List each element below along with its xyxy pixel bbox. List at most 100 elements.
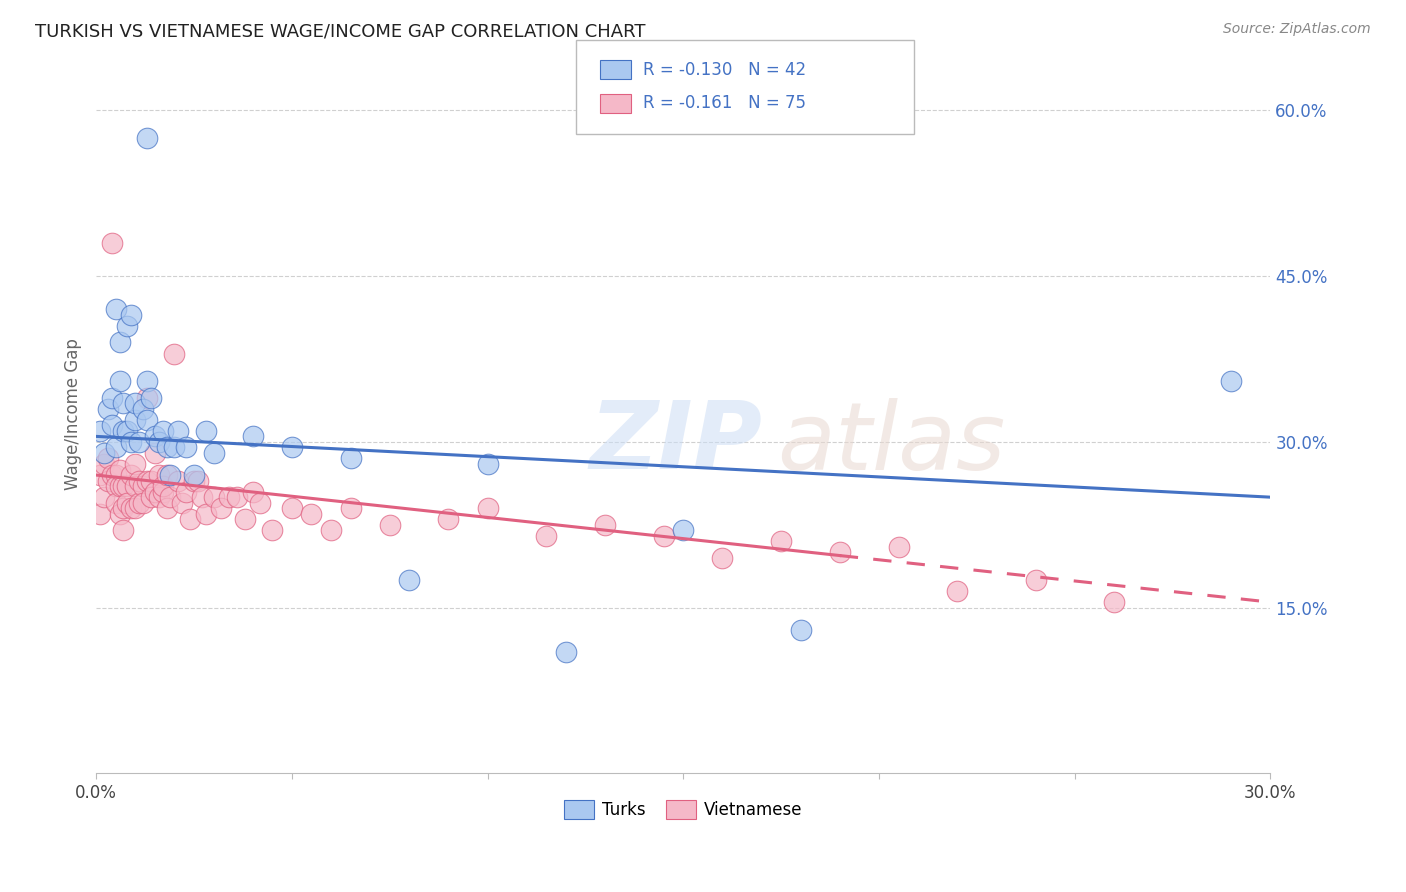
Point — [554, 645, 576, 659]
Point — [139, 474, 162, 488]
Point — [226, 490, 249, 504]
Point — [194, 424, 217, 438]
Point — [477, 501, 499, 516]
Legend: Turks, Vietnamese: Turks, Vietnamese — [557, 794, 810, 826]
Point — [132, 479, 155, 493]
Point — [887, 540, 910, 554]
Point — [104, 441, 127, 455]
Point — [339, 501, 361, 516]
Point — [93, 446, 115, 460]
Point — [1220, 374, 1243, 388]
Point — [183, 474, 205, 488]
Text: R = -0.161   N = 75: R = -0.161 N = 75 — [643, 95, 806, 112]
Point — [155, 441, 177, 455]
Point — [128, 434, 150, 449]
Point — [124, 413, 146, 427]
Point — [108, 462, 131, 476]
Point — [281, 441, 304, 455]
Point — [183, 468, 205, 483]
Point — [132, 401, 155, 416]
Point — [136, 374, 159, 388]
Point — [437, 512, 460, 526]
Point — [159, 468, 181, 483]
Point — [136, 474, 159, 488]
Point — [136, 413, 159, 427]
Point — [139, 490, 162, 504]
Point — [93, 490, 115, 504]
Point — [124, 457, 146, 471]
Point — [97, 474, 120, 488]
Point — [163, 441, 186, 455]
Point — [100, 468, 122, 483]
Text: Source: ZipAtlas.com: Source: ZipAtlas.com — [1223, 22, 1371, 37]
Point — [828, 545, 851, 559]
Point — [770, 534, 793, 549]
Point — [202, 490, 225, 504]
Point — [233, 512, 256, 526]
Point — [139, 391, 162, 405]
Point — [672, 524, 695, 538]
Point — [117, 424, 139, 438]
Point — [187, 474, 209, 488]
Point — [104, 468, 127, 483]
Point — [281, 501, 304, 516]
Point — [148, 490, 170, 504]
Point — [112, 524, 135, 538]
Point — [100, 391, 122, 405]
Point — [242, 484, 264, 499]
Point — [120, 308, 142, 322]
Point — [152, 479, 174, 493]
Point — [194, 507, 217, 521]
Point — [167, 424, 190, 438]
Point — [112, 396, 135, 410]
Point — [167, 474, 190, 488]
Point — [319, 524, 342, 538]
Y-axis label: Wage/Income Gap: Wage/Income Gap — [65, 338, 82, 491]
Point — [378, 517, 401, 532]
Point — [152, 484, 174, 499]
Point — [946, 584, 969, 599]
Point — [132, 496, 155, 510]
Point — [112, 479, 135, 493]
Point — [711, 550, 734, 565]
Point — [97, 451, 120, 466]
Point — [112, 501, 135, 516]
Point — [159, 490, 181, 504]
Point — [117, 318, 139, 333]
Point — [104, 302, 127, 317]
Point — [179, 512, 201, 526]
Point — [120, 434, 142, 449]
Point — [108, 335, 131, 350]
Point — [536, 529, 558, 543]
Text: R = -0.130   N = 42: R = -0.130 N = 42 — [643, 61, 806, 78]
Point — [242, 429, 264, 443]
Point — [249, 496, 271, 510]
Point — [152, 424, 174, 438]
Point — [1102, 595, 1125, 609]
Point — [148, 468, 170, 483]
Point — [120, 501, 142, 516]
Point — [1024, 573, 1046, 587]
Point — [218, 490, 240, 504]
Point — [163, 346, 186, 360]
Point — [209, 501, 232, 516]
Point — [128, 496, 150, 510]
Point — [155, 501, 177, 516]
Point — [128, 474, 150, 488]
Point — [89, 424, 111, 438]
Text: ZIP: ZIP — [589, 397, 762, 489]
Point — [477, 457, 499, 471]
Point — [136, 131, 159, 145]
Point — [174, 484, 197, 499]
Point — [108, 507, 131, 521]
Point — [117, 479, 139, 493]
Point — [120, 468, 142, 483]
Point — [124, 479, 146, 493]
Point — [143, 429, 166, 443]
Point — [93, 457, 115, 471]
Point — [108, 374, 131, 388]
Point — [262, 524, 284, 538]
Point — [108, 479, 131, 493]
Point — [117, 496, 139, 510]
Point — [789, 623, 811, 637]
